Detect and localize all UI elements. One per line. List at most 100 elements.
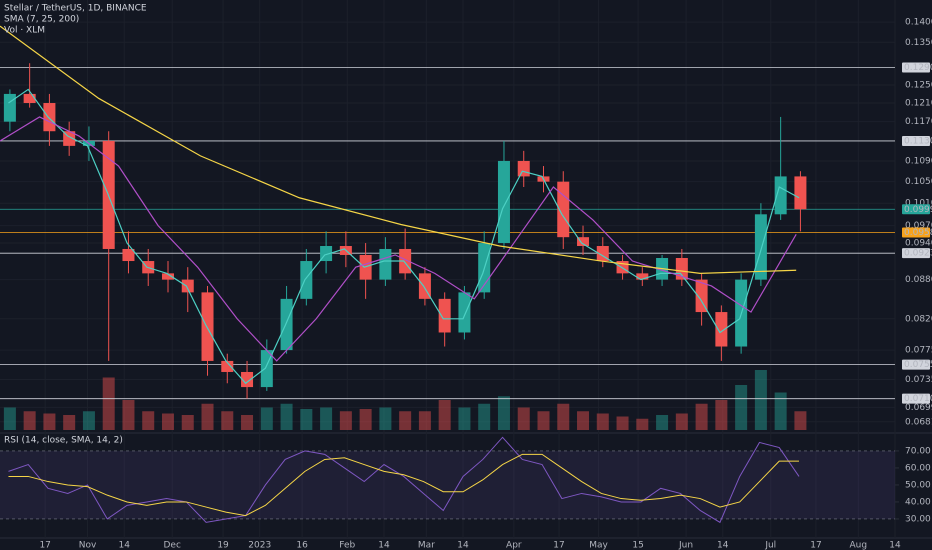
volume-bar — [379, 407, 392, 430]
y-tick-label: 0.0681 — [905, 417, 932, 427]
volume-bar — [399, 411, 412, 430]
volume-label: Vol · XLM — [4, 26, 45, 36]
volume-bar — [557, 403, 570, 430]
volume-bar — [161, 413, 174, 430]
level-label-box — [902, 135, 930, 146]
level-label-box — [902, 62, 930, 73]
level-label: 0.0710 — [904, 394, 932, 404]
candle-body — [715, 312, 728, 347]
sma-line — [0, 116, 797, 362]
level-label-box — [902, 227, 930, 238]
rsi-label: RSI (14, close, SMA, 14, 2) — [4, 436, 123, 446]
level-label: 0.0999 — [904, 205, 932, 215]
x-tick-label: 14 — [457, 541, 469, 550]
volume-bar — [320, 407, 333, 430]
candle-body — [23, 93, 36, 104]
rsi-line — [8, 436, 800, 524]
volume-bar — [596, 413, 609, 430]
volume-bar — [794, 411, 807, 430]
x-tick-label: Mar — [418, 541, 435, 550]
candle-body — [379, 248, 392, 280]
volume-bar — [300, 409, 313, 430]
y-tick-label: 0.0775 — [905, 346, 932, 356]
candle-body — [774, 176, 787, 215]
volume-bar — [82, 411, 95, 430]
volume-bar — [181, 415, 194, 430]
rsi-line — [8, 453, 800, 517]
volume-bar — [517, 407, 530, 430]
level-label-box — [902, 393, 930, 404]
level-label: 0.0958 — [904, 228, 932, 238]
volume-bar — [577, 411, 590, 430]
x-tick-label: Dec — [164, 541, 181, 550]
volume-bar — [23, 411, 36, 430]
candle-body — [557, 181, 570, 238]
volume-bar — [537, 411, 550, 430]
x-tick-label: 19 — [217, 541, 229, 550]
y-tick-label: 0.0699 — [905, 403, 932, 413]
volume-bar — [438, 400, 451, 430]
x-tick-label: 15 — [632, 541, 643, 550]
volume-bar — [102, 377, 115, 430]
x-tick-label: May — [589, 541, 608, 550]
candle-body — [280, 298, 293, 351]
candle-body — [181, 279, 194, 293]
x-tick-label: 14 — [119, 541, 131, 550]
rsi-tick-label: 40.00 — [905, 497, 931, 507]
volume-bar — [201, 403, 214, 430]
x-tick-label: Aug — [850, 541, 868, 550]
rsi-tick-label: 50.00 — [905, 480, 931, 490]
volume-bar — [63, 415, 76, 430]
chart-title: Stellar / TetherUS, 1D, BINANCE — [4, 4, 147, 14]
candle-body — [438, 298, 451, 333]
volume-bar — [142, 411, 155, 430]
volume-bar — [497, 396, 510, 430]
y-tick-label: 0.0735 — [905, 375, 932, 385]
candle-body — [161, 273, 174, 280]
volume-bar — [3, 407, 16, 430]
x-tick-label: 17 — [810, 541, 821, 550]
volume-bar — [339, 411, 352, 430]
rsi-tick-label: 70.00 — [905, 446, 931, 456]
x-tick-label: Apr — [506, 541, 522, 550]
candle-body — [695, 279, 708, 313]
level-label: 0.0755 — [904, 360, 932, 370]
volume-bar — [695, 403, 708, 430]
candle-body — [754, 214, 767, 280]
sma-line — [8, 88, 800, 385]
volume-bar — [478, 403, 491, 430]
candle-body — [497, 160, 510, 244]
candle-body — [794, 176, 807, 210]
rsi-band — [0, 450, 895, 519]
candle-body — [43, 103, 56, 132]
volume-bar — [359, 409, 372, 430]
volume-bar — [735, 385, 748, 430]
x-tick-label: 16 — [296, 541, 308, 550]
candle-body — [675, 257, 688, 280]
volume-bar — [43, 413, 56, 430]
volume-bar — [221, 411, 234, 430]
volume-bar — [715, 400, 728, 430]
volume-bar — [636, 418, 649, 430]
candle-body — [517, 160, 530, 177]
x-tick-label: 17 — [39, 541, 50, 550]
volume-bar — [458, 407, 471, 430]
candle-body — [636, 273, 649, 280]
x-tick-label: Jul — [764, 541, 776, 550]
candle-body — [577, 237, 590, 247]
volume-bar — [656, 415, 669, 430]
candle-body — [221, 360, 234, 372]
indicator-label: SMA (7, 25, 200) — [4, 15, 79, 25]
